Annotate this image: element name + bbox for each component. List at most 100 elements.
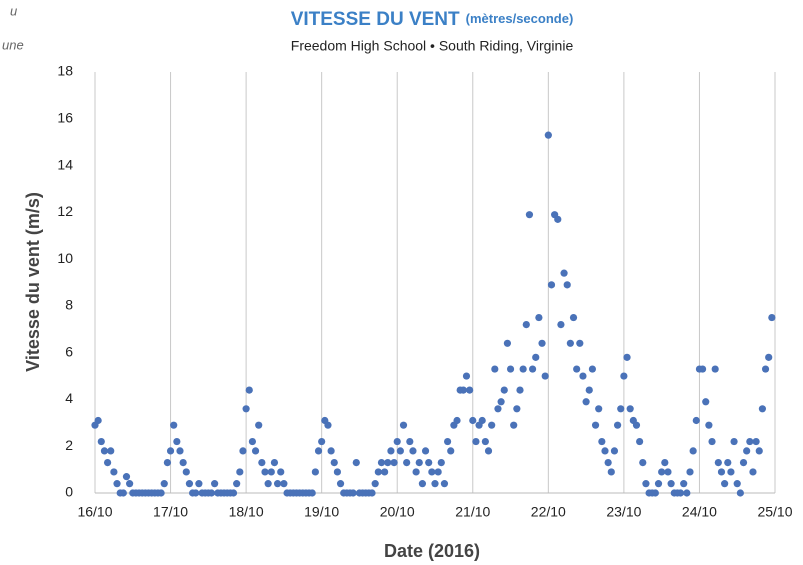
point bbox=[126, 480, 134, 488]
point bbox=[708, 437, 716, 446]
point bbox=[462, 372, 471, 380]
point bbox=[371, 480, 379, 488]
point bbox=[233, 480, 241, 488]
point bbox=[651, 489, 659, 497]
point bbox=[399, 421, 408, 429]
point bbox=[488, 421, 496, 429]
point bbox=[236, 468, 244, 476]
annotation: une bbox=[2, 37, 24, 52]
point bbox=[466, 386, 474, 394]
x-tick-label: 25/10 bbox=[757, 504, 792, 520]
point bbox=[280, 480, 288, 488]
chart-title-group: VITESSE DU VENT (mètres/seconde) bbox=[291, 9, 574, 30]
point bbox=[421, 447, 430, 455]
point bbox=[560, 269, 568, 277]
point bbox=[554, 215, 562, 223]
y-tick-label: 8 bbox=[65, 297, 73, 313]
point bbox=[330, 458, 338, 467]
point bbox=[333, 468, 342, 476]
point bbox=[478, 416, 486, 425]
point bbox=[623, 353, 631, 361]
point bbox=[607, 468, 615, 476]
point bbox=[557, 321, 565, 329]
point bbox=[481, 437, 489, 446]
point bbox=[261, 468, 269, 476]
point bbox=[547, 281, 556, 289]
point bbox=[173, 437, 181, 446]
x-tick-label: 23/10 bbox=[606, 504, 641, 520]
point bbox=[453, 416, 461, 425]
point bbox=[739, 458, 748, 467]
y-tick-label: 6 bbox=[65, 343, 73, 359]
point bbox=[415, 458, 423, 467]
point bbox=[437, 458, 445, 467]
point bbox=[610, 447, 619, 455]
point bbox=[211, 480, 219, 488]
point bbox=[377, 458, 386, 467]
point bbox=[500, 386, 508, 394]
point bbox=[658, 468, 666, 476]
point bbox=[702, 398, 710, 406]
x-tick-label: 22/10 bbox=[531, 504, 566, 520]
point bbox=[667, 480, 675, 488]
point bbox=[497, 398, 505, 406]
point bbox=[503, 339, 512, 347]
point bbox=[387, 447, 395, 455]
point bbox=[110, 468, 118, 476]
annotation: u bbox=[10, 3, 17, 18]
point bbox=[563, 281, 571, 289]
point bbox=[604, 458, 612, 467]
y-tick-label: 10 bbox=[57, 250, 73, 266]
point bbox=[443, 437, 452, 446]
point bbox=[755, 447, 763, 455]
point bbox=[692, 416, 700, 425]
point bbox=[384, 458, 392, 467]
point bbox=[472, 437, 480, 446]
point bbox=[311, 468, 319, 476]
point bbox=[406, 437, 414, 446]
y-tick-label: 12 bbox=[57, 203, 73, 219]
point bbox=[251, 447, 260, 455]
point bbox=[349, 489, 357, 497]
point bbox=[368, 489, 376, 497]
point bbox=[113, 480, 121, 488]
y-tick-label: 16 bbox=[57, 109, 73, 125]
y-tick-label: 14 bbox=[57, 156, 73, 172]
point bbox=[440, 480, 449, 488]
point bbox=[327, 447, 335, 455]
point bbox=[730, 437, 738, 446]
point bbox=[403, 458, 411, 467]
point bbox=[182, 468, 190, 476]
point bbox=[166, 447, 175, 455]
point bbox=[273, 480, 282, 488]
point bbox=[613, 421, 622, 429]
point bbox=[428, 468, 436, 476]
point bbox=[185, 480, 194, 488]
point bbox=[519, 365, 527, 373]
point bbox=[255, 421, 263, 429]
point bbox=[122, 473, 131, 481]
y-axis-title: Vitesse du vent (m/s) bbox=[23, 192, 43, 372]
point bbox=[705, 421, 713, 429]
point bbox=[270, 458, 279, 467]
point bbox=[318, 437, 326, 446]
point bbox=[390, 458, 398, 467]
point bbox=[588, 365, 597, 373]
point bbox=[484, 447, 493, 455]
point bbox=[179, 458, 187, 467]
point bbox=[686, 468, 694, 476]
point bbox=[733, 480, 741, 488]
point bbox=[601, 447, 609, 455]
point bbox=[582, 398, 590, 406]
x-tick-label: 21/10 bbox=[455, 504, 490, 520]
point bbox=[409, 447, 417, 455]
point bbox=[727, 468, 735, 476]
y-tick-label: 4 bbox=[65, 390, 73, 406]
point bbox=[119, 489, 127, 497]
chart-subtitle: Freedom High School • South Riding, Virg… bbox=[291, 38, 574, 54]
point bbox=[541, 372, 549, 380]
point bbox=[494, 405, 502, 413]
point bbox=[636, 437, 644, 446]
point bbox=[579, 372, 587, 380]
point bbox=[749, 468, 757, 476]
